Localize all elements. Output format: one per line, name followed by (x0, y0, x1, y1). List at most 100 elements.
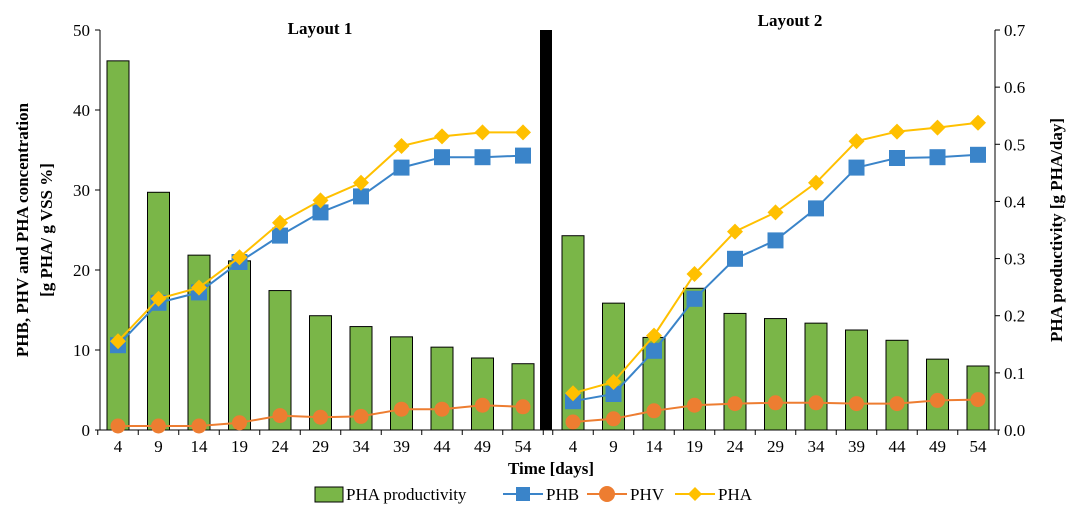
marker-pha-layout2-day-4 (565, 385, 581, 402)
marker-phv-layout2-day-14 (646, 403, 662, 419)
bar-layout2-day-29 (764, 318, 787, 431)
bar-layout1-day-49 (471, 357, 494, 431)
marker-phb-layout2-day-24 (727, 250, 743, 267)
y-axis-left-title-line2: [g PHA/ g VSS %] (37, 163, 56, 297)
marker-pha-layout2-day-44 (889, 123, 905, 140)
marker-phb-layout1-day-34 (353, 188, 369, 205)
marker-pha-layout1-day-49 (474, 124, 491, 141)
marker-phb-layout1-day-29 (312, 204, 329, 221)
marker-phv-layout1-day-34 (353, 408, 369, 424)
marker-pha-layout2-day-49 (929, 119, 946, 136)
panel-title-layout-1: Layout 1 (288, 19, 353, 38)
marker-pha-layout2-day-54 (970, 114, 986, 131)
x-tick-label-layout1: 24 (272, 437, 290, 456)
legend-swatch-pha-productivity (314, 486, 344, 503)
x-tick-label-layout1: 9 (154, 437, 163, 456)
legend-label-phb: PHB (546, 485, 579, 504)
x-tick-label-layout2: 4 (569, 437, 578, 456)
marker-pha-layout2-day-29 (767, 204, 784, 221)
y-axis-left-title-line1: PHB, PHV and PHA concentration (13, 102, 32, 357)
y-right-tick-label: 0.5 (1004, 135, 1025, 154)
marker-pha-layout1-day-54 (515, 124, 531, 141)
lines-layer (110, 114, 986, 434)
y-right-tick-label: 0.4 (1004, 192, 1026, 211)
bar-layout1-day-44 (430, 346, 454, 431)
marker-phb-layout1-day-54 (515, 147, 531, 164)
marker-pha-layout2-day-14 (646, 327, 662, 344)
marker-pha-layout1-day-14 (191, 279, 207, 296)
marker-phb-layout2-day-29 (767, 232, 784, 249)
x-tick-label-layout1: 19 (231, 437, 248, 456)
marker-phv-layout2-day-54 (970, 392, 986, 408)
y-left-tick-label: 40 (73, 101, 90, 120)
x-tick-label-layout2: 54 (970, 437, 988, 456)
marker-pha-layout2-day-34 (808, 174, 824, 191)
marker-phb-layout1-day-44 (434, 149, 450, 166)
marker-phb-layout2-day-49 (929, 149, 946, 166)
y-axis-right-title: PHA productivity [g PHA/day] (1047, 118, 1066, 342)
marker-phv-layout2-day-29 (768, 395, 783, 411)
y-right-tick-label: 0.1 (1004, 364, 1025, 383)
bar-layout1-day-19 (228, 260, 251, 431)
x-tick-label-layout2: 9 (609, 437, 618, 456)
marker-phv-layout2-day-34 (808, 395, 824, 411)
marker-phv-layout2-day-44 (889, 396, 905, 412)
y-left-tick-label: 0 (82, 421, 91, 440)
marker-phb-layout2-day-54 (970, 146, 986, 163)
y-right-tick-label: 0.2 (1004, 307, 1025, 326)
marker-pha-layout1-day-24 (272, 214, 288, 231)
y-left-tick-label: 30 (73, 181, 90, 200)
marker-phv-layout1-day-39 (394, 401, 409, 417)
marker-phv-layout2-day-39 (849, 396, 864, 412)
x-tick-label-layout2: 14 (646, 437, 664, 456)
marker-phb-layout1-day-24 (272, 227, 288, 244)
marker-phv-layout1-day-19 (232, 415, 247, 431)
legend-label-pha-productivity: PHA productivity (346, 485, 467, 504)
marker-phv-layout1-day-4 (110, 418, 126, 434)
marker-pha-layout1-day-19 (231, 249, 248, 266)
bar-layout2-day-44 (885, 339, 909, 431)
y-right-tick-label: 0.6 (1004, 78, 1025, 97)
y-left-tick-label: 10 (73, 341, 90, 360)
bar-layout1-day-4 (106, 60, 130, 431)
x-tick-label-layout2: 44 (889, 437, 907, 456)
x-tick-label-layout2: 29 (767, 437, 784, 456)
legend-marker-phv (599, 486, 615, 502)
marker-phv-layout2-day-49 (930, 392, 945, 408)
marker-pha-layout2-day-9 (605, 374, 622, 390)
marker-phb-layout1-day-49 (474, 149, 491, 166)
marker-pha-layout1-day-34 (353, 174, 369, 191)
marker-phv-layout1-day-24 (272, 408, 288, 424)
marker-phv-layout1-day-29 (313, 409, 328, 425)
legend-marker-phb (516, 487, 530, 501)
marker-phv-layout2-day-24 (727, 396, 743, 412)
x-tick-label-layout2: 49 (929, 437, 946, 456)
x-tick-label-layout1: 34 (353, 437, 371, 456)
marker-pha-layout1-day-29 (312, 192, 329, 209)
marker-phv-layout1-day-9 (151, 418, 166, 434)
bar-layout2-day-39 (845, 329, 868, 431)
marker-phv-layout2-day-19 (687, 397, 702, 413)
y-left-tick-label: 20 (73, 261, 90, 280)
marker-phv-layout2-day-9 (606, 411, 621, 427)
marker-pha-layout2-day-24 (727, 223, 743, 240)
marker-phv-layout1-day-14 (191, 418, 207, 434)
bar-layout2-day-34 (804, 322, 828, 431)
marker-phb-layout1-day-39 (393, 159, 410, 176)
x-tick-label-layout2: 24 (727, 437, 745, 456)
marker-phv-layout1-day-49 (475, 397, 490, 413)
x-tick-label-layout1: 54 (515, 437, 533, 456)
legend-label-pha: PHA (718, 485, 753, 504)
x-axis-title: Time [days] (508, 459, 594, 478)
x-tick-label-layout1: 29 (312, 437, 329, 456)
bar-layout1-day-54 (511, 363, 535, 431)
legend-marker-pha (688, 487, 702, 501)
x-tick-label-layout1: 49 (474, 437, 491, 456)
x-tick-label-layout2: 39 (848, 437, 865, 456)
marker-phb-layout2-day-9 (605, 386, 622, 402)
x-tick-label-layout1: 4 (114, 437, 123, 456)
marker-phb-layout2-day-34 (808, 200, 824, 217)
marker-phb-layout2-day-44 (889, 150, 905, 166)
